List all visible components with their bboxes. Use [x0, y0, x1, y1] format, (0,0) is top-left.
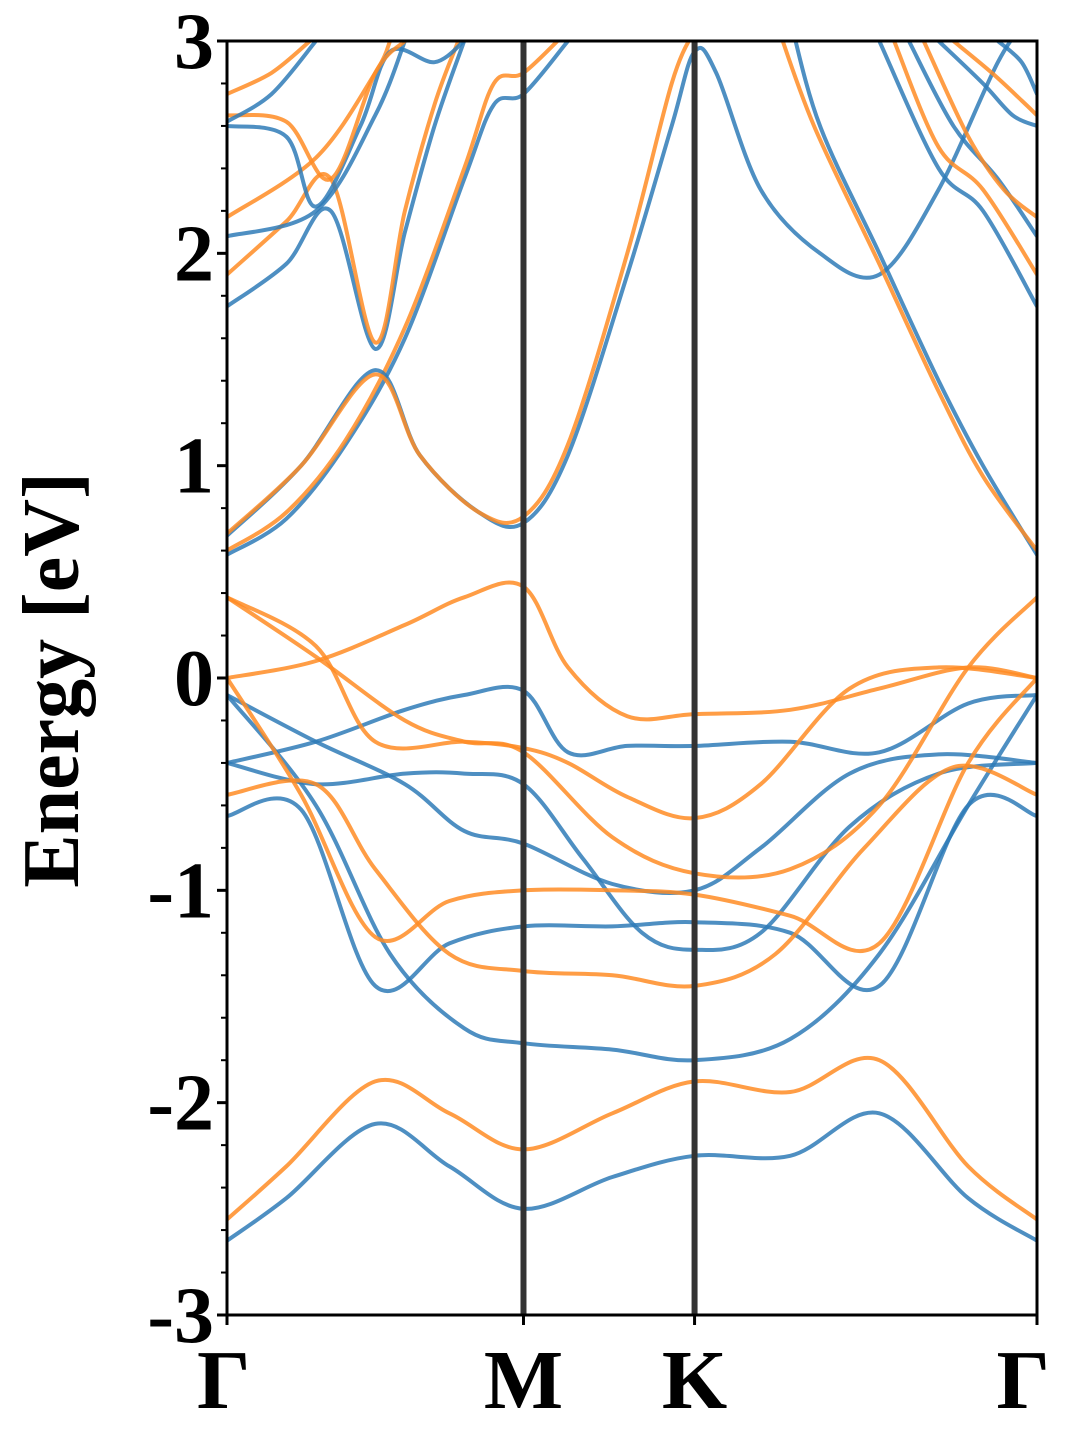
y-axis-label: Energy [eV]	[8, 472, 96, 887]
band-spin_up-16	[227, 41, 467, 351]
band-spin_down-27	[892, 41, 1037, 277]
band-spin_up-30	[936, 41, 1037, 128]
band-spin_up-22	[227, 41, 318, 124]
band-spin_down-11	[227, 580, 1037, 722]
band-spin_up-14	[227, 41, 1013, 538]
band-spin_up-6	[227, 684, 1037, 765]
y-tick-label: 1	[174, 423, 214, 511]
band-spin_up-28	[906, 41, 1037, 239]
band-spin_down-29	[921, 41, 1037, 220]
band-spin_down-10	[227, 595, 1037, 821]
y-tick-label: -2	[147, 1060, 214, 1148]
high-symmetry-lines	[520, 41, 698, 1315]
band-spin_down-7	[227, 676, 1037, 953]
y-tick-label: -1	[147, 847, 214, 935]
x-tick-label: Γ	[197, 1334, 250, 1427]
band-spin_down-13	[227, 41, 561, 553]
band-spin_up-26	[877, 41, 1037, 309]
y-tick-label: 2	[174, 210, 214, 298]
x-tick-label: M	[484, 1334, 563, 1427]
y-tick-label: 3	[174, 0, 214, 86]
band-spin_down-21	[227, 41, 407, 182]
band-spin_up-2	[227, 693, 1037, 1063]
band-spin_up-4	[227, 760, 1037, 953]
band-spin_down-17	[227, 41, 461, 345]
x-tick-label: Γ	[997, 1334, 1050, 1427]
band-spin_up-32	[995, 41, 1037, 97]
band-spin_up-12	[227, 41, 570, 557]
band-spin_down-25	[780, 41, 1037, 553]
band-lines	[227, 41, 1037, 1243]
y-tick-label: 0	[174, 635, 214, 723]
band-spin_down-31	[951, 41, 1037, 118]
y-ticks: -3 -2 -1 0 1 2 3	[147, 0, 227, 1360]
y-tick-label: -3	[147, 1272, 214, 1360]
band-spin_down-9	[227, 595, 1037, 880]
band-spin_up-0	[227, 1110, 1037, 1243]
band-spin_down-8	[227, 763, 1037, 989]
band-spin_down-15	[227, 41, 692, 536]
band-spin_up-18	[227, 41, 407, 239]
band-spin_up-24	[793, 41, 1037, 557]
band-spin_down-23	[227, 41, 312, 97]
band-spin_down-1	[227, 1056, 1037, 1222]
band-spin_up-20	[227, 41, 467, 209]
band-spin_up-5	[227, 693, 1037, 896]
band-spin_up-3	[227, 792, 1037, 994]
x-tick-label: K	[662, 1334, 727, 1427]
